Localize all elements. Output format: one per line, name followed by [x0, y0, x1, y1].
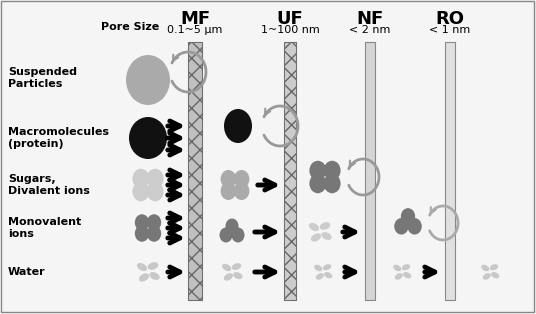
Text: Water: Water	[8, 267, 46, 277]
Ellipse shape	[150, 272, 160, 280]
Ellipse shape	[147, 169, 163, 188]
Text: Sugars,
Divalent ions: Sugars, Divalent ions	[8, 174, 90, 196]
Bar	[284, 42, 296, 300]
Ellipse shape	[490, 264, 498, 270]
Text: < 2 nm: < 2 nm	[349, 25, 391, 35]
Text: 1~100 nm: 1~100 nm	[260, 25, 319, 35]
Ellipse shape	[135, 214, 149, 231]
Ellipse shape	[311, 233, 321, 241]
Ellipse shape	[324, 161, 340, 180]
Bar	[445, 42, 455, 300]
Ellipse shape	[401, 208, 415, 225]
Ellipse shape	[233, 272, 242, 279]
Ellipse shape	[147, 214, 161, 231]
Ellipse shape	[221, 182, 236, 200]
Ellipse shape	[407, 218, 422, 235]
Text: Monovalent
ions: Monovalent ions	[8, 217, 81, 239]
Ellipse shape	[226, 219, 239, 234]
Ellipse shape	[232, 263, 241, 270]
Ellipse shape	[324, 272, 332, 278]
Ellipse shape	[483, 273, 491, 280]
Ellipse shape	[147, 225, 161, 242]
Ellipse shape	[132, 182, 150, 201]
Ellipse shape	[148, 262, 158, 270]
Ellipse shape	[319, 222, 330, 230]
Ellipse shape	[129, 117, 167, 159]
Ellipse shape	[323, 264, 331, 270]
Ellipse shape	[309, 223, 319, 231]
Ellipse shape	[139, 273, 149, 282]
Ellipse shape	[135, 225, 149, 242]
Ellipse shape	[126, 55, 170, 105]
Text: < 1 nm: < 1 nm	[429, 25, 471, 35]
Text: Macromolecules
(protein): Macromolecules (protein)	[8, 127, 109, 149]
Ellipse shape	[232, 228, 244, 242]
Text: Suspended
Particles: Suspended Particles	[8, 67, 77, 89]
Ellipse shape	[234, 170, 249, 188]
Ellipse shape	[221, 170, 236, 188]
Ellipse shape	[393, 265, 401, 271]
Ellipse shape	[394, 273, 403, 280]
Bar	[284, 42, 296, 300]
Ellipse shape	[316, 273, 324, 280]
Ellipse shape	[321, 232, 332, 240]
Ellipse shape	[222, 264, 231, 271]
Ellipse shape	[220, 228, 233, 242]
Ellipse shape	[403, 272, 411, 278]
Ellipse shape	[132, 169, 150, 188]
Text: Pore Size: Pore Size	[101, 22, 159, 32]
Ellipse shape	[234, 182, 249, 200]
Ellipse shape	[309, 161, 326, 180]
Ellipse shape	[402, 264, 410, 270]
Ellipse shape	[314, 265, 322, 271]
Bar	[365, 42, 375, 300]
Ellipse shape	[481, 265, 489, 271]
Text: 0.1~5 μm: 0.1~5 μm	[167, 25, 222, 35]
Ellipse shape	[137, 263, 147, 271]
Ellipse shape	[224, 273, 233, 281]
Ellipse shape	[491, 272, 500, 278]
Ellipse shape	[394, 218, 408, 235]
Text: UF: UF	[277, 10, 303, 28]
Ellipse shape	[147, 182, 163, 201]
Ellipse shape	[324, 174, 340, 193]
Ellipse shape	[224, 109, 252, 143]
Bar	[188, 42, 202, 300]
Text: MF: MF	[180, 10, 210, 28]
Text: RO: RO	[435, 10, 465, 28]
Bar	[188, 42, 202, 300]
Ellipse shape	[309, 174, 326, 193]
Text: NF: NF	[356, 10, 384, 28]
